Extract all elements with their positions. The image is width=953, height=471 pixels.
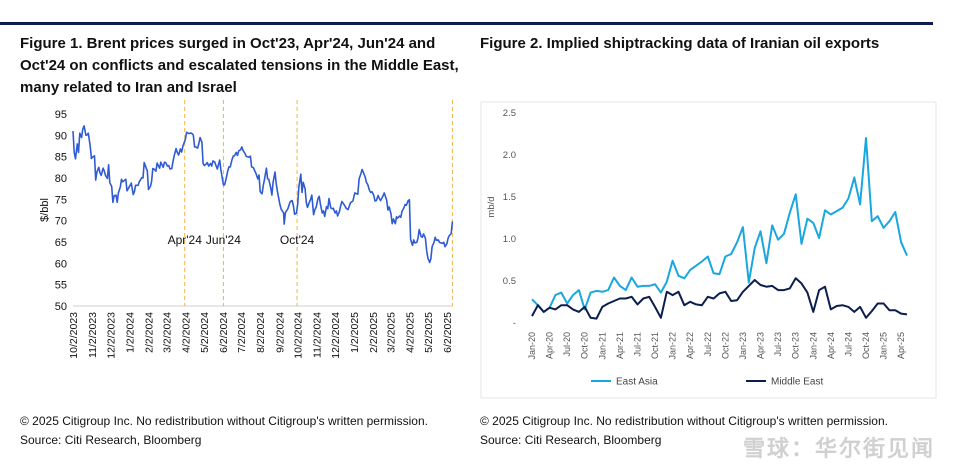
x-tick-label: 8/2/2024 [255,312,267,353]
y-tick-label: - [513,318,516,329]
x-tick-label: Jul-22 [703,332,713,357]
x-tick-label: 3/2/2024 [161,312,173,353]
x-tick-label: 10/2/2023 [68,312,80,359]
event-label: Apr'24 [168,233,203,247]
brent-price-line [72,125,454,264]
y-tick-label: 1.0 [503,234,516,245]
x-tick-label: Apr-25 [896,332,906,359]
x-tick-label: Jul-23 [773,332,783,357]
x-tick-label: 6/2/2024 [218,312,230,353]
x-tick-label: 12/2/2024 [330,312,342,359]
x-tick-label: Jul-21 [632,332,642,357]
x-tick-label: 11/2/2024 [312,312,324,358]
y-tick-label: 55 [55,280,67,292]
x-tick-label: Jan-25 [879,332,889,360]
event-label: Oct'24 [280,233,315,247]
y-tick-label: 2.0 [503,150,516,161]
y-axis-title: mb/d [486,196,497,217]
y-tick-label: 60 [55,258,67,270]
x-tick-label: 1/2/2025 [349,312,361,353]
event-label: Jun'24 [206,233,241,247]
figure2-copyright: © 2025 Citigroup Inc. No redistribution … [480,414,888,428]
x-tick-label: Jan-22 [668,332,678,360]
x-tick-label: Jul-24 [843,332,853,357]
x-tick-label: 10/2/2024 [293,312,305,359]
figure2-title: Figure 2. Implied shiptracking data of I… [480,35,880,52]
x-tick-label: Apr-24 [826,332,836,359]
x-tick-label: Apr-23 [756,332,766,359]
x-tick-label: 3/2/2025 [385,312,397,353]
x-tick-label: Oct-20 [580,332,590,359]
iran-exports-chart: - 0.5 1.0 1.5 2.0 2.5 mb/d Jan-20 Apr-20 Jul-20 Oc… [480,101,937,399]
x-tick-label: 9/2/2024 [274,312,286,353]
x-tick-label: Jan-24 [808,332,818,360]
y-tick-label: 95 [55,109,67,121]
y-tick-label: 85 [55,152,67,164]
legend-label: East Asia [616,377,658,388]
x-tick-label: Jul-20 [562,332,572,357]
top-divider [0,22,933,25]
y-tick-label: 80 [55,173,67,185]
x-tick-label: Apr-21 [615,332,625,359]
y-axis-title: $/bbl [39,198,51,222]
x-tick-label: 4/2/2025 [404,312,416,353]
watermark: 雪球：华尔街见闻 [742,437,935,462]
x-tick-label: Oct-24 [861,332,871,359]
y-tick-label: 75 [55,194,67,206]
x-tick-label: 2/2/2025 [368,312,380,353]
x-tick-label: Jan-23 [738,332,748,360]
x-tick-label: Apr-20 [545,332,555,359]
x-tick-label: Oct-21 [650,332,660,359]
figure1-source: Source: Citi Research, Bloomberg [20,433,202,447]
x-tick-label: 4/2/2024 [180,312,192,353]
x-tick-label: 11/2/2023 [87,312,99,358]
x-tick-label: Oct-23 [791,332,801,359]
figure2-source: Source: Citi Research, Bloomberg [480,433,662,447]
y-tick-label: 65 [55,237,67,249]
x-tick-label: 1/2/2024 [124,312,136,353]
y-tick-label: 1.5 [503,192,516,203]
chart-frame [480,101,937,399]
x-tick-label: Oct-22 [720,332,730,359]
x-tick-label: 6/2/2025 [442,312,454,353]
y-tick-label: 50 [55,301,67,313]
brent-price-chart: 50 55 60 65 70 75 80 85 90 95 $/bbl 10/2/2023 11/2/2… [39,100,454,359]
middle-east-line [531,277,908,320]
y-tick-label: 2.5 [503,108,516,119]
east-asia-line [531,137,908,313]
x-tick-label: Jan-21 [597,332,607,360]
x-tick-label: 5/2/2025 [423,312,435,353]
y-tick-label: 0.5 [503,276,516,287]
x-tick-label: 5/2/2024 [199,312,211,353]
x-tick-label: Jan-20 [527,332,537,360]
x-tick-label: Apr-22 [685,332,695,359]
x-tick-label: 7/2/2024 [236,312,248,353]
legend-label: Middle East [771,377,823,388]
x-tick-label: 2/2/2024 [144,312,156,353]
figure1-copyright: © 2025 Citigroup Inc. No redistribution … [20,414,428,428]
x-tick-label: 12/2/2023 [105,312,117,359]
figure1-title: Figure 1. Brent prices surged in Oct'23,… [20,35,459,96]
y-tick-label: 70 [55,216,67,228]
y-tick-label: 90 [55,130,67,142]
